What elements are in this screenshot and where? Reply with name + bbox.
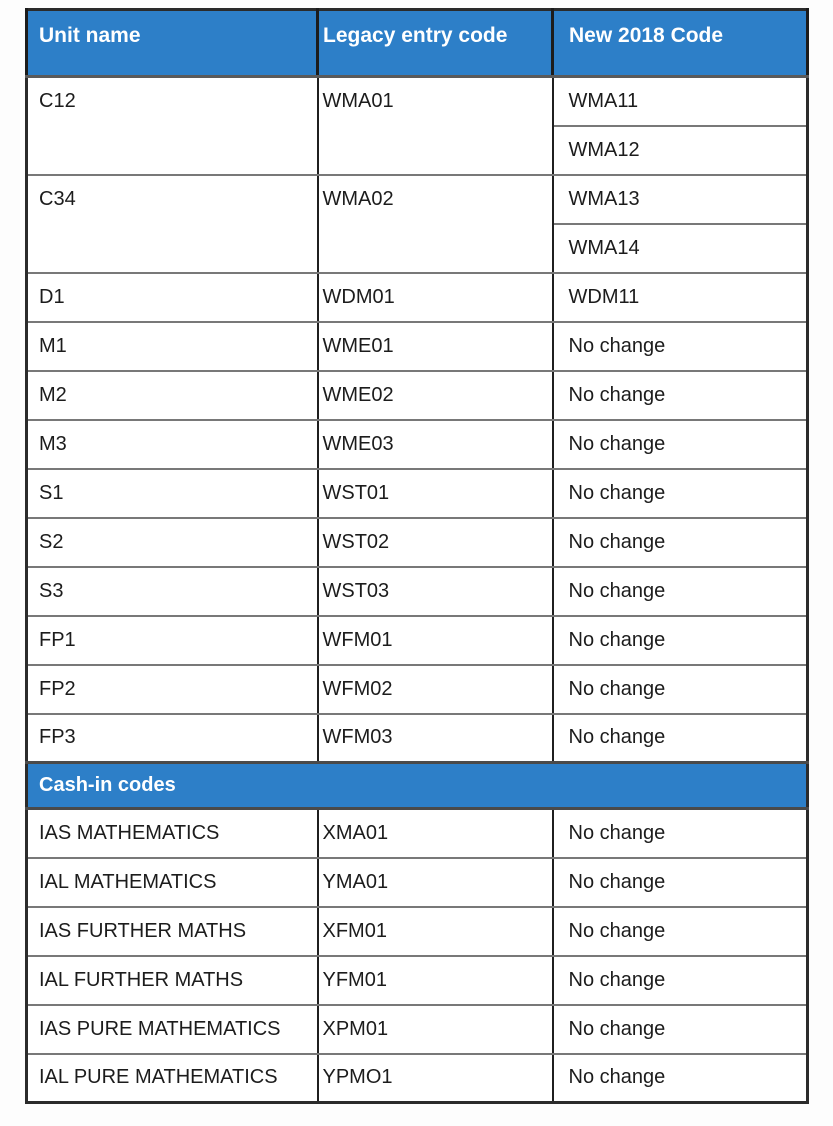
new-code-cell: No change: [551, 712, 809, 764]
table-header-row: Unit name Legacy entry code New 2018 Cod…: [25, 9, 809, 78]
legacy-code-cell: WME03: [316, 418, 554, 470]
table-row: S3 WST03 No change: [25, 565, 809, 617]
legacy-code-cell: WFM01: [316, 614, 554, 666]
new-code-cell: No change: [551, 807, 809, 859]
legacy-code-cell: WMA02: [316, 173, 554, 274]
unit-name-cell: FP3: [25, 712, 319, 764]
column-header-unit-name: Unit name: [25, 9, 319, 78]
new-code-cell: No change: [551, 856, 809, 908]
table-row: IAS PURE MATHEMATICS XPM01 No change: [25, 1003, 809, 1055]
table-row: D1 WDM01 WDM11: [25, 271, 809, 323]
table-row: S1 WST01 No change: [25, 467, 809, 519]
new-code-cell: No change: [551, 954, 809, 1006]
section-header-cash-in-codes: Cash-in codes: [25, 761, 809, 810]
unit-name-cell: S1: [25, 467, 319, 519]
legacy-code-cell: XPM01: [316, 1003, 554, 1055]
legacy-code-cell: WMA01: [316, 75, 554, 176]
table-row: IAL PURE MATHEMATICS YPMO1 No change: [25, 1052, 809, 1104]
new-code-cell: WMA14: [551, 222, 809, 274]
new-code-cell: No change: [551, 467, 809, 519]
unit-name-cell: C34: [25, 173, 319, 274]
unit-name-cell: S2: [25, 516, 319, 568]
table-row: IAS FURTHER MATHS XFM01 No change: [25, 905, 809, 957]
new-code-cell: No change: [551, 905, 809, 957]
table-row: M2 WME02 No change: [25, 369, 809, 421]
table-row: S2 WST02 No change: [25, 516, 809, 568]
table-row: IAS MATHEMATICS XMA01 No change: [25, 807, 809, 859]
unit-name-cell: M1: [25, 320, 319, 372]
table-row: C34 WMA02 WMA13: [25, 173, 809, 274]
unit-name-cell: M2: [25, 369, 319, 421]
legacy-code-cell: YPMO1: [316, 1052, 554, 1104]
unit-codes-table: Unit name Legacy entry code New 2018 Cod…: [25, 8, 809, 1104]
legacy-code-cell: WST01: [316, 467, 554, 519]
new-code-cell: No change: [551, 663, 809, 715]
new-code-cell: WDM11: [551, 271, 809, 323]
table-row: M1 WME01 No change: [25, 320, 809, 372]
new-code-cell: No change: [551, 369, 809, 421]
unit-name-cell: IAS FURTHER MATHS: [25, 905, 319, 957]
legacy-code-cell: XFM01: [316, 905, 554, 957]
table-subrow: WMA14: [27, 222, 809, 274]
unit-name-cell: IAL MATHEMATICS: [25, 856, 319, 908]
legacy-code-cell: XMA01: [316, 807, 554, 859]
new-code-cell: WMA12: [551, 124, 809, 176]
table-row: C12 WMA01 WMA11: [25, 75, 809, 176]
legacy-code-cell: WDM01: [316, 271, 554, 323]
table-row: FP2 WFM02 No change: [25, 663, 809, 715]
unit-name-cell: C12: [25, 75, 319, 176]
new-code-cell: WMA13: [551, 173, 809, 225]
new-code-cell: No change: [551, 320, 809, 372]
column-header-new-2018-code: New 2018 Code: [551, 9, 809, 78]
new-code-cell: No change: [551, 614, 809, 666]
unit-name-cell: FP2: [25, 663, 319, 715]
new-code-cell: No change: [551, 565, 809, 617]
section-header-row: Cash-in codes: [25, 761, 809, 810]
legacy-code-cell: WME02: [316, 369, 554, 421]
new-code-cell: WMA11: [551, 75, 809, 127]
unit-name-cell: M3: [25, 418, 319, 470]
table-row: FP1 WFM01 No change: [25, 614, 809, 666]
unit-name-cell: IAS PURE MATHEMATICS: [25, 1003, 319, 1055]
table-row: M3 WME03 No change: [25, 418, 809, 470]
legacy-code-cell: YFM01: [316, 954, 554, 1006]
new-code-cell: No change: [551, 516, 809, 568]
unit-name-cell: D1: [25, 271, 319, 323]
new-code-cell: No change: [551, 418, 809, 470]
unit-name-cell: IAL FURTHER MATHS: [25, 954, 319, 1006]
table-subrow: WMA12: [27, 124, 809, 176]
unit-name-cell: S3: [25, 565, 319, 617]
table-row: IAL MATHEMATICS YMA01 No change: [25, 856, 809, 908]
legacy-code-cell: WST03: [316, 565, 554, 617]
legacy-code-cell: WFM03: [316, 712, 554, 764]
unit-name-cell: IAL PURE MATHEMATICS: [25, 1052, 319, 1104]
table-row: FP3 WFM03 No change: [25, 712, 809, 764]
table-row: IAL FURTHER MATHS YFM01 No change: [25, 954, 809, 1006]
unit-name-cell: FP1: [25, 614, 319, 666]
legacy-code-cell: WFM02: [316, 663, 554, 715]
column-header-legacy-entry-code: Legacy entry code: [316, 9, 554, 78]
unit-name-cell: IAS MATHEMATICS: [25, 807, 319, 859]
legacy-code-cell: WST02: [316, 516, 554, 568]
legacy-code-cell: YMA01: [316, 856, 554, 908]
new-code-cell: No change: [551, 1003, 809, 1055]
legacy-code-cell: WME01: [316, 320, 554, 372]
new-code-cell: No change: [551, 1052, 809, 1104]
